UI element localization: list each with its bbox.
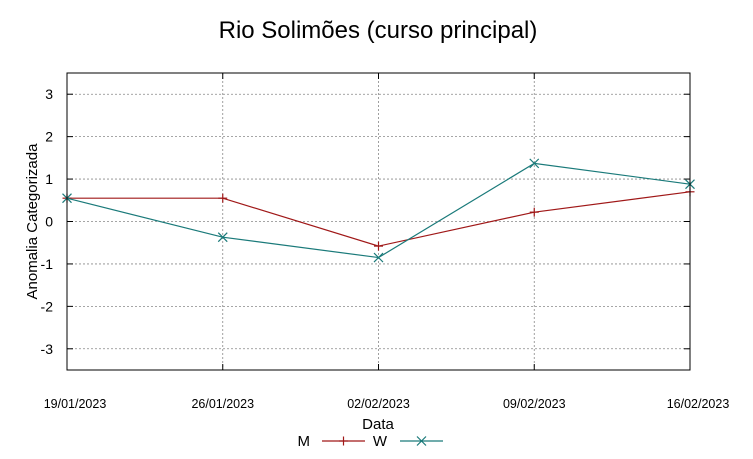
plot-frame	[66, 72, 691, 371]
y-axis-ticks: -3 -2 -1 0 1 2 3	[41, 86, 690, 357]
y-tick-label: -2	[41, 298, 54, 314]
series-point-w	[373, 252, 384, 263]
series-point-m	[529, 207, 539, 217]
y-tick-label: 2	[45, 129, 53, 145]
y-axis-label: Anomalia Categorizada	[24, 143, 41, 300]
legend-marker	[339, 436, 348, 446]
y-tick-label: 1	[45, 171, 53, 187]
legend-item-w: W	[373, 433, 443, 450]
grid	[67, 73, 690, 370]
legend-marker	[416, 436, 427, 446]
y-tick-label: 3	[45, 86, 53, 102]
chart-title: Rio Solimões (curso principal)	[219, 17, 538, 44]
series-layer	[62, 158, 695, 263]
y-tick-label: 0	[45, 214, 53, 230]
series-point-m	[374, 241, 383, 251]
series-point-m	[218, 193, 228, 203]
legend-label: W	[373, 433, 388, 450]
x-tick-label: 16/02/2023	[667, 397, 730, 411]
legend-label: M	[298, 433, 311, 450]
x-axis-label: Data	[362, 416, 394, 433]
x-tick-label: 19/01/2023	[44, 397, 107, 411]
series-point-w	[529, 158, 540, 169]
series-point-w	[217, 232, 228, 243]
x-tick-label: 26/01/2023	[191, 397, 254, 411]
y-tick-label: -3	[41, 341, 54, 357]
x-axis-ticks: 19/01/2023 26/01/2023 02/02/2023 09/02/2023…	[44, 73, 730, 411]
legend-item-m: M	[298, 433, 365, 450]
x-tick-label: 02/02/2023	[347, 397, 410, 411]
y-tick-label: -1	[41, 256, 54, 272]
x-tick-label: 09/02/2023	[503, 397, 566, 411]
